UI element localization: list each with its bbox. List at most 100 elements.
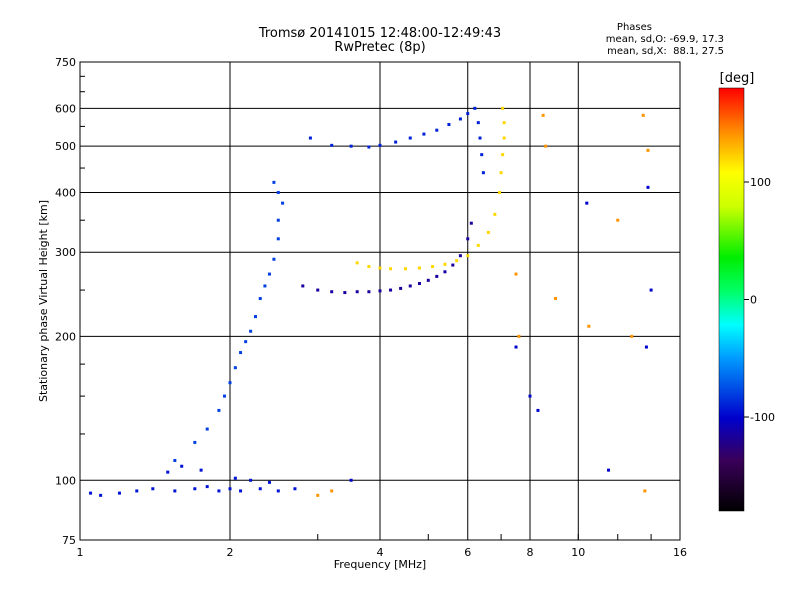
data-point: [367, 290, 371, 294]
data-point: [469, 221, 473, 225]
y-axis-label: Stationary phase Virtual Height [km]: [37, 200, 50, 402]
data-point: [544, 144, 548, 148]
data-point: [466, 112, 470, 116]
data-point: [458, 117, 462, 121]
data-point: [541, 113, 545, 117]
data-point: [343, 291, 347, 295]
data-point: [476, 121, 480, 125]
data-point: [389, 288, 393, 292]
y-tick-label: 400: [55, 186, 76, 199]
data-point: [166, 470, 170, 474]
colorbar-ticks: 100 0 -100: [744, 176, 775, 424]
data-point: [394, 140, 398, 144]
data-point: [378, 266, 382, 270]
data-point: [272, 180, 276, 184]
data-point: [173, 458, 177, 462]
data-point: [258, 487, 262, 491]
data-point: [330, 489, 334, 493]
x-tick-label: 16: [673, 546, 687, 559]
data-point: [233, 476, 237, 480]
data-point: [205, 427, 209, 431]
data-point: [587, 324, 591, 328]
data-point: [367, 145, 371, 149]
data-point: [514, 345, 518, 349]
data-point: [493, 212, 497, 216]
data-point: [217, 489, 221, 493]
colorbar-label: [deg]: [720, 71, 755, 86]
data-point: [399, 286, 403, 290]
data-point: [330, 290, 334, 294]
data-point: [239, 489, 243, 493]
legend-o-stats: mean, sd,O: -69.9, 17.3: [605, 34, 724, 45]
data-point: [267, 272, 271, 276]
colorbar-tick-label: -100: [750, 411, 775, 424]
data-point: [403, 267, 407, 271]
colorbar-tick-label: 0: [750, 294, 757, 307]
grid: [80, 62, 680, 540]
data-point: [276, 218, 280, 222]
data-point: [643, 489, 647, 493]
data-point: [249, 329, 253, 333]
x-axis-label: Frequency [MHz]: [334, 558, 426, 571]
data-point: [443, 270, 447, 274]
data-point: [473, 106, 477, 110]
y-tick-label: 100: [55, 474, 76, 487]
x-tick-label: 10: [571, 546, 585, 559]
data-point: [193, 487, 197, 491]
data-point: [301, 284, 305, 288]
data-point: [536, 408, 540, 412]
data-point: [426, 278, 430, 282]
data-point: [499, 171, 503, 175]
data-point: [501, 106, 505, 110]
data-point: [389, 267, 393, 271]
x-tick-label: 8: [527, 546, 534, 559]
data-point: [330, 143, 334, 147]
data-point: [466, 254, 470, 258]
data-point: [641, 113, 645, 117]
data-point: [228, 487, 232, 491]
data-point: [316, 493, 320, 497]
data-point: [316, 288, 320, 292]
data-point: [293, 487, 297, 491]
y-tick-label: 600: [55, 102, 76, 115]
data-point: [417, 282, 421, 286]
plot-frame: [79, 61, 681, 541]
data-point: [378, 289, 382, 293]
data-point: [480, 153, 484, 157]
data-point: [458, 254, 462, 258]
data-point: [233, 366, 237, 370]
legend-title: Phases: [616, 22, 652, 33]
data-point: [481, 171, 485, 175]
y-tick-label: 75: [62, 534, 76, 547]
chart-title: Tromsø 20141015 12:48:00-12:49:43: [258, 26, 502, 41]
data-point: [239, 351, 243, 355]
data-point: [276, 190, 280, 194]
data-point: [308, 136, 312, 140]
data-point: [217, 408, 221, 412]
data-point: [585, 201, 589, 205]
data-point: [258, 297, 262, 301]
data-point: [180, 464, 184, 468]
data-point: [244, 340, 248, 344]
data-point: [476, 243, 480, 247]
data-point: [486, 230, 490, 234]
data-point: [267, 480, 271, 484]
data-point: [443, 262, 447, 266]
data-point: [435, 128, 439, 132]
data-point: [367, 265, 371, 269]
chart-subtitle: RwPretec (8p): [334, 40, 426, 55]
data-point: [135, 489, 139, 493]
data-point: [199, 468, 203, 472]
y-tick-label: 500: [55, 140, 76, 153]
data-point: [249, 478, 253, 482]
data-point: [498, 190, 502, 194]
data-point: [417, 266, 421, 270]
data-point: [173, 489, 177, 493]
data-point: [646, 148, 650, 152]
x-tick-label: 6: [464, 546, 471, 559]
data-point: [528, 394, 532, 398]
data-point: [276, 237, 280, 241]
data-point: [272, 257, 276, 261]
data-point: [649, 288, 653, 292]
